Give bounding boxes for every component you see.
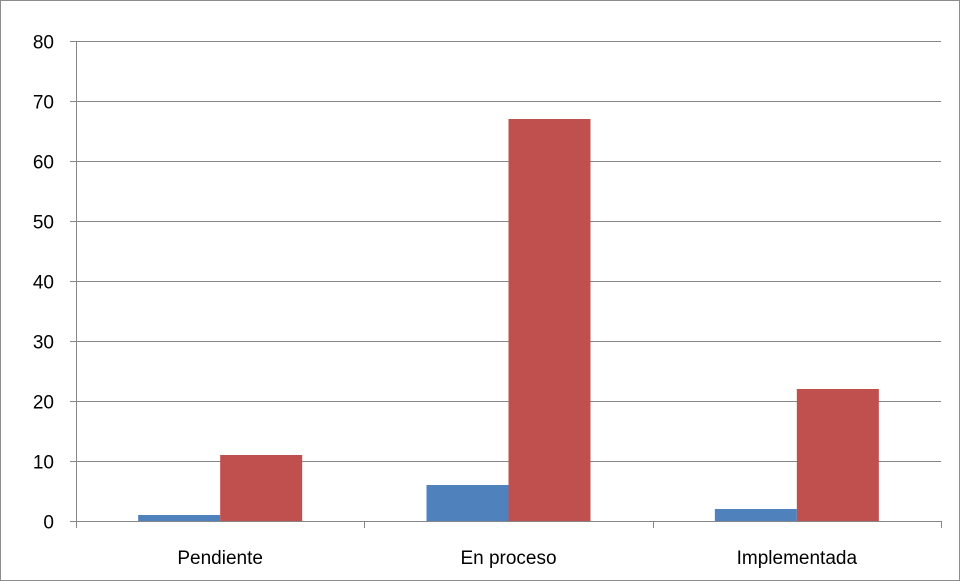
bar-implementada-series-1 — [714, 509, 797, 521]
y-tick-label: 0 — [43, 513, 54, 534]
bar-implementada-series-2 — [796, 389, 879, 521]
y-tick-label: 40 — [33, 273, 54, 294]
x-tick-label: Implementada — [737, 548, 858, 569]
bar-pendiente-series-1 — [138, 515, 221, 521]
y-tick-label: 60 — [33, 153, 54, 174]
y-tick-labels: 0 10 20 30 40 50 60 70 80 — [33, 33, 54, 534]
x-tick-labels: Pendiente En proceso Implementada — [177, 548, 857, 569]
y-tick-label: 30 — [33, 333, 54, 354]
bar-en-proceso-series-2 — [508, 119, 591, 521]
y-tick-label: 10 — [33, 453, 54, 474]
x-tick-label: En proceso — [460, 548, 556, 569]
x-tick-label: Pendiente — [177, 548, 263, 569]
y-tick-label: 20 — [33, 393, 54, 414]
y-tick-label: 70 — [33, 93, 54, 114]
bars — [138, 119, 879, 521]
y-tick-label: 50 — [33, 213, 54, 234]
axes — [70, 41, 942, 528]
bar-pendiente-series-2 — [220, 455, 303, 521]
bar-en-proceso-series-1 — [426, 485, 509, 521]
y-tick-label: 80 — [33, 33, 54, 54]
